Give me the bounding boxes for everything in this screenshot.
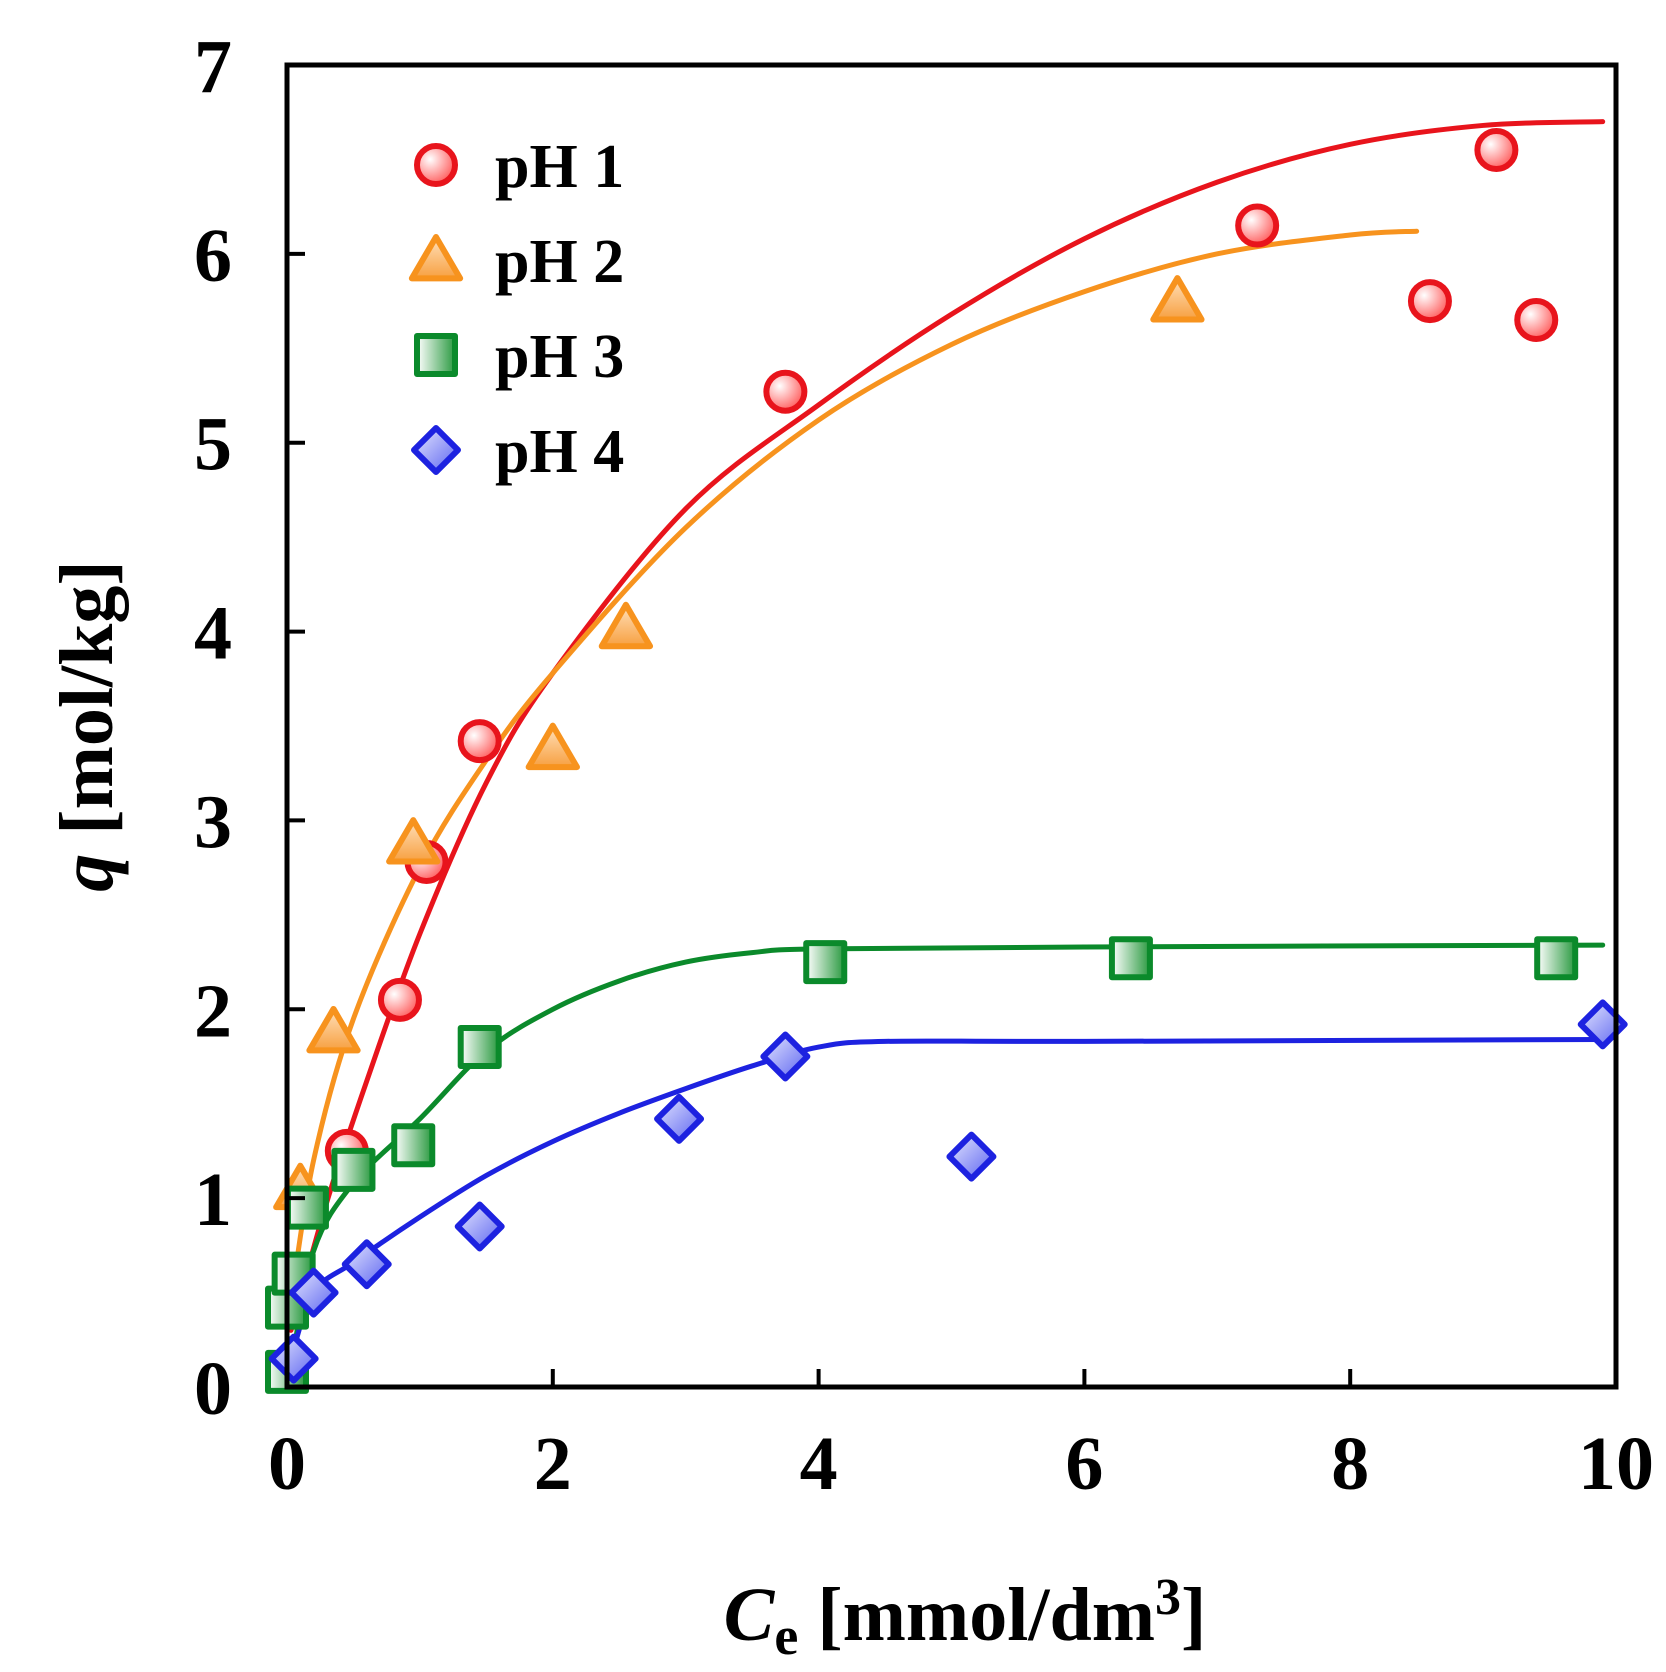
ph-4-point xyxy=(288,1267,339,1318)
x-axis-title: Ce [mmol/dm3] xyxy=(724,1569,1207,1666)
plot-frame xyxy=(284,62,1619,1390)
legend-entry-ph-4: pH 4 xyxy=(411,418,624,486)
y-tick-label: 1 xyxy=(194,1158,232,1242)
y-tick-label: 3 xyxy=(194,780,232,864)
legend-label-ph-3: pH 3 xyxy=(495,323,624,391)
legend: pH 1 pH 2 pH 3 pH 4 xyxy=(408,133,624,486)
legend-marker-ph-3 xyxy=(414,333,458,377)
ph-2-point xyxy=(1150,275,1205,323)
ph-4-point xyxy=(454,1201,505,1252)
ph-3-point xyxy=(803,940,848,985)
y-axis-title: q [mol/kg] xyxy=(45,560,129,891)
legend-entry-ph-2: pH 2 xyxy=(408,228,624,296)
legend-label-ph-2: pH 2 xyxy=(495,228,624,296)
ph-2-point xyxy=(386,817,441,865)
legend-marker-ph-2 xyxy=(408,234,464,282)
ph-1-point xyxy=(763,369,808,414)
ph-3-point xyxy=(1534,936,1579,981)
legend-marker-ph-1 xyxy=(414,143,458,187)
ph-4-point xyxy=(268,1333,319,1384)
ph-1-point xyxy=(1514,297,1559,342)
y-tick-label: 0 xyxy=(194,1347,232,1431)
x-tick-label: 0 xyxy=(268,1422,306,1506)
y-tick-label: 7 xyxy=(194,25,232,109)
ph-2-point xyxy=(306,1005,361,1054)
ph-4-point xyxy=(654,1093,705,1144)
ph-1-fit-curve xyxy=(288,119,1606,1333)
ph-4-point xyxy=(341,1239,392,1290)
tick-labels: 0 2 4 6 8 10 0 1 2 3 4 5 6 7 xyxy=(194,25,1654,1506)
legend-marker-ph-4 xyxy=(411,425,461,475)
ph-3-point xyxy=(1108,936,1153,981)
legend-entry-ph-1: pH 1 xyxy=(414,133,624,201)
ph-4-point xyxy=(946,1131,997,1182)
y-tick-label: 5 xyxy=(194,403,232,487)
ph-3-point xyxy=(457,1025,502,1070)
x-tick-label: 10 xyxy=(1578,1422,1654,1506)
x-tick-label: 2 xyxy=(534,1422,572,1506)
legend-entry-ph-3: pH 3 xyxy=(414,323,624,391)
x-tick-label: 6 xyxy=(1065,1422,1103,1506)
legend-label-ph-4: pH 4 xyxy=(495,418,624,486)
legend-label-ph-1: pH 1 xyxy=(495,133,624,201)
y-tick-label: 4 xyxy=(194,592,232,676)
ph-2-point xyxy=(525,722,580,771)
x-tick-label: 4 xyxy=(800,1422,838,1506)
ph-3-point xyxy=(331,1147,376,1192)
x-tick-label: 8 xyxy=(1331,1422,1369,1506)
ph-4-fit-curve xyxy=(288,1037,1606,1362)
ph-1-point xyxy=(377,977,422,1022)
axis-ticks xyxy=(285,63,1618,1389)
ph-3-point xyxy=(284,1185,329,1230)
ph-3-point xyxy=(391,1123,436,1168)
y-tick-label: 6 xyxy=(194,214,232,298)
ph-4-point xyxy=(760,1031,811,1082)
ph-1-point xyxy=(1474,127,1519,172)
data-points xyxy=(265,127,1628,1394)
ph-2-point xyxy=(598,601,654,650)
ph-2-fit-curve xyxy=(288,228,1420,1305)
ph-1-point xyxy=(1235,203,1280,248)
ph-1-point xyxy=(457,719,502,764)
y-tick-label: 2 xyxy=(194,969,232,1053)
ph-1-point xyxy=(1407,279,1452,324)
